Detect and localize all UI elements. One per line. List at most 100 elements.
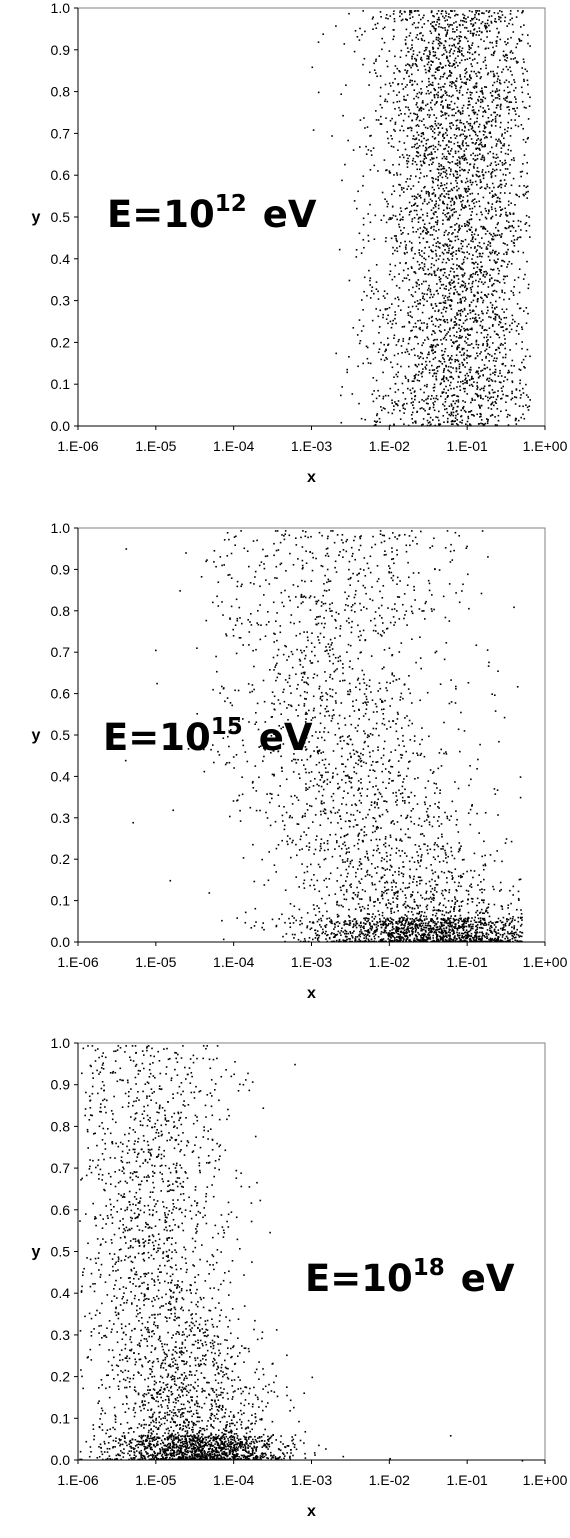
data-point (398, 106, 400, 109)
scatter-points (311, 10, 531, 427)
data-point (495, 107, 498, 109)
data-point (314, 618, 317, 620)
data-point (442, 94, 445, 96)
data-point (430, 249, 432, 251)
data-point (472, 158, 475, 160)
data-point (514, 119, 516, 121)
data-point (521, 341, 523, 343)
data-point (467, 243, 470, 246)
data-point (459, 197, 461, 200)
data-point (490, 316, 492, 319)
data-point (506, 130, 509, 133)
data-point (343, 893, 345, 896)
data-point (524, 193, 527, 195)
data-point (443, 44, 445, 47)
data-point (429, 931, 431, 933)
data-point (466, 349, 468, 352)
data-point (492, 156, 495, 158)
data-point (468, 44, 470, 47)
data-point (436, 366, 439, 368)
data-point (515, 423, 518, 425)
data-point (508, 260, 511, 263)
data-point (491, 325, 494, 327)
data-point (491, 269, 494, 271)
data-point (469, 334, 471, 336)
data-point (461, 54, 463, 56)
data-point (448, 141, 450, 143)
data-point (438, 365, 441, 368)
data-point (388, 902, 390, 904)
data-point (491, 938, 493, 940)
data-point (351, 393, 354, 395)
data-point (442, 27, 444, 29)
data-point (454, 901, 457, 904)
data-point (415, 118, 418, 121)
data-point (473, 247, 476, 249)
data-point (466, 78, 469, 80)
data-point (480, 68, 482, 70)
data-point (447, 252, 450, 254)
data-point (481, 369, 484, 372)
data-point (498, 269, 501, 272)
data-point (496, 80, 498, 83)
data-point (453, 108, 455, 110)
data-point (463, 82, 465, 84)
data-point (443, 155, 445, 158)
data-point (462, 405, 465, 408)
data-point (482, 301, 484, 304)
data-point (482, 344, 484, 347)
data-point (485, 10, 488, 12)
data-point (410, 66, 412, 69)
data-point (385, 237, 387, 239)
data-point (446, 55, 448, 58)
data-point (421, 407, 423, 409)
data-point (443, 167, 446, 170)
data-point (459, 298, 462, 301)
data-point (386, 308, 389, 310)
data-point (469, 923, 472, 926)
data-point (504, 243, 506, 245)
data-point (369, 284, 371, 286)
data-point (474, 238, 477, 241)
data-point (417, 10, 420, 12)
data-point (454, 66, 456, 69)
data-point (407, 160, 410, 163)
data-point (406, 18, 408, 21)
data-point (425, 926, 428, 929)
data-point (496, 72, 498, 75)
data-point (453, 930, 455, 933)
data-point (468, 204, 471, 207)
data-point (458, 881, 460, 884)
data-point (435, 242, 438, 244)
data-point (358, 232, 361, 235)
data-point (426, 908, 428, 911)
data-point (386, 60, 388, 62)
data-point (470, 401, 472, 404)
data-point (489, 30, 491, 32)
data-point (418, 145, 421, 147)
data-point (488, 384, 490, 387)
data-point (417, 374, 420, 376)
data-point (510, 240, 513, 242)
data-point (399, 173, 402, 176)
data-point (394, 215, 397, 217)
data-point (483, 424, 485, 426)
data-point (464, 238, 467, 241)
data-point (420, 107, 423, 110)
data-point (431, 81, 434, 84)
data-point (365, 937, 368, 940)
data-point (446, 243, 448, 246)
data-point (526, 138, 529, 140)
data-point (338, 786, 341, 788)
data-point (504, 925, 507, 927)
data-point (392, 874, 394, 876)
data-point (313, 874, 315, 876)
data-point (517, 61, 519, 63)
data-point (479, 278, 481, 280)
data-point (432, 51, 435, 53)
data-point (436, 221, 439, 224)
data-point (489, 251, 491, 254)
x-axis-title: x (307, 985, 316, 1002)
data-point (405, 248, 407, 250)
data-point (498, 381, 501, 383)
